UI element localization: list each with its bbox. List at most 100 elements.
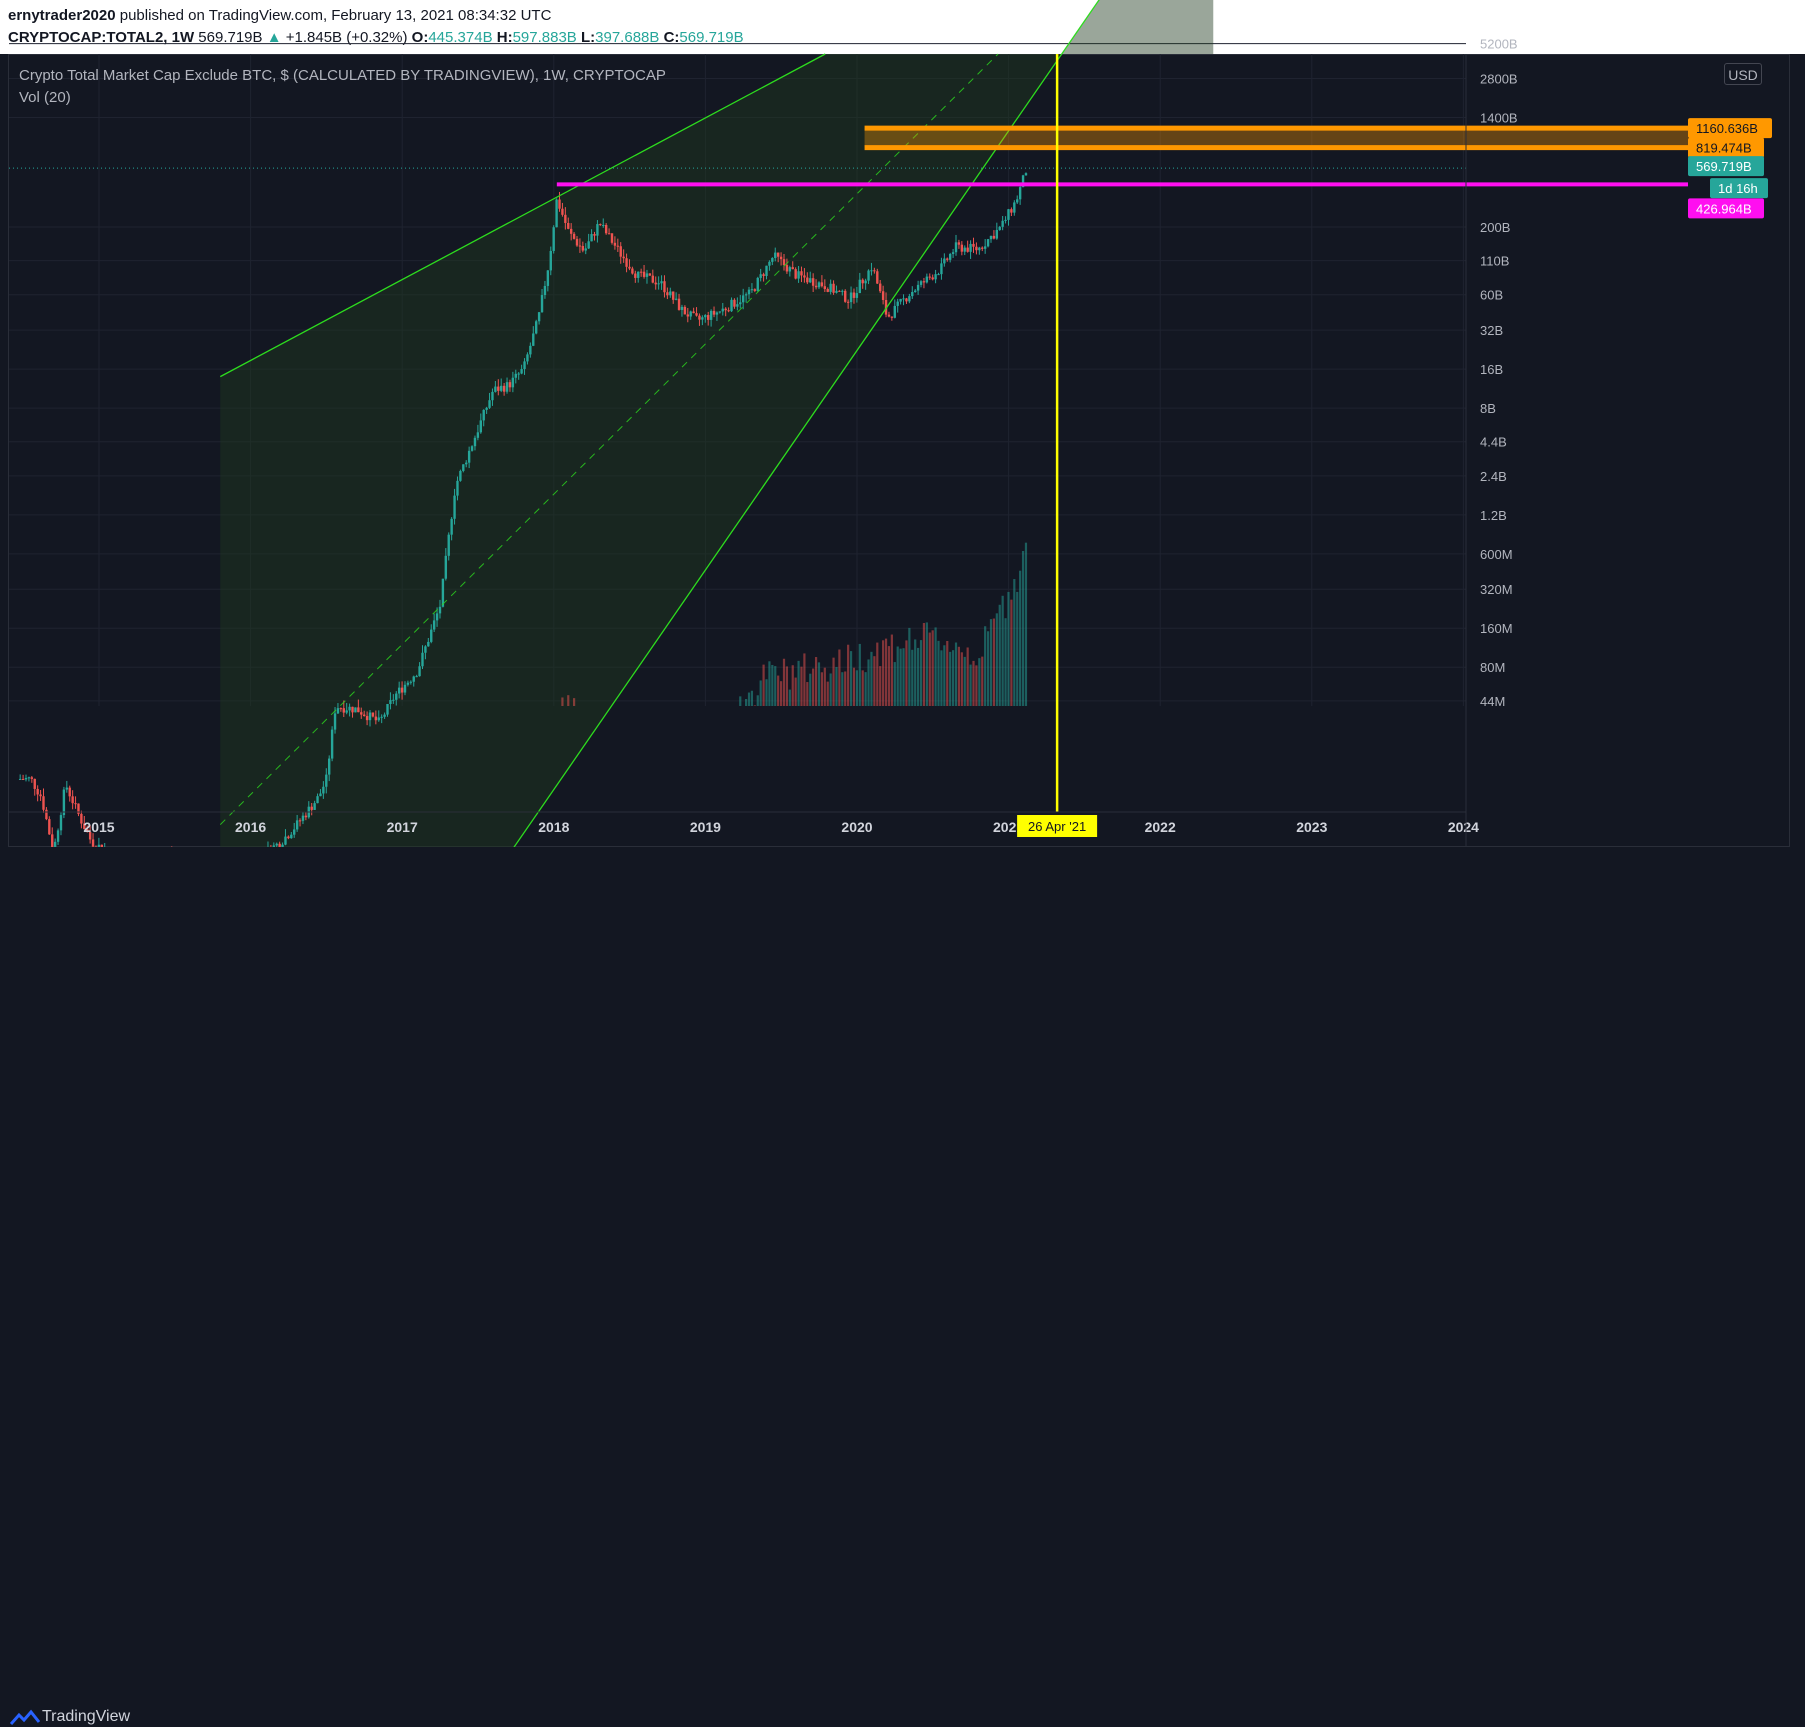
volume-bar — [572, 698, 576, 706]
candle-body — [74, 803, 77, 805]
candle-body — [791, 267, 794, 270]
volume-bar — [867, 659, 870, 706]
volume-bar — [864, 672, 867, 706]
y-tick-label: 600M — [1480, 547, 1513, 562]
candle-body — [564, 214, 567, 223]
candle-body — [954, 242, 958, 253]
volume-bar — [762, 664, 765, 706]
candle-body — [657, 283, 660, 285]
volume-bar — [814, 657, 818, 706]
candle-body — [663, 281, 666, 293]
date-label-bg — [1017, 815, 1098, 837]
tradingview-brand[interactable]: TradingView — [42, 1708, 131, 1725]
price-chart[interactable]: 5200B 2800B 1400B 200B 110B 60B 32B 16B 8B 4.4B 2.… — [0, 0, 1805, 895]
volume-bar — [940, 650, 943, 706]
candle-body — [943, 258, 946, 264]
candle-body — [51, 834, 54, 849]
y-tick-label: 4.4B — [1480, 435, 1507, 450]
candle-body — [30, 777, 34, 779]
volume-bar — [838, 649, 841, 706]
candle-body — [753, 289, 757, 291]
candle-body — [651, 275, 655, 283]
candle-body — [371, 712, 375, 717]
candle-body — [1021, 175, 1025, 188]
candle-body — [928, 276, 931, 278]
volume-bar — [981, 656, 984, 706]
currency-button[interactable]: USD — [1724, 63, 1762, 85]
candle-body — [674, 298, 678, 300]
grid — [9, 43, 1466, 706]
candle-body — [692, 311, 695, 314]
candle-body — [765, 265, 768, 276]
candle-body — [619, 246, 622, 257]
y-tick-label: 160M — [1480, 621, 1513, 636]
volume-bar — [911, 649, 914, 706]
volume-bar — [884, 638, 888, 706]
price-label: 1160.636B — [1696, 121, 1758, 136]
volume-bar — [768, 661, 771, 706]
candle-body — [497, 386, 500, 391]
candle-body — [470, 446, 474, 451]
volume-bar — [966, 647, 969, 706]
candle-body — [53, 841, 57, 849]
candle-body — [809, 278, 812, 283]
candle-body — [342, 708, 345, 713]
candle-body — [395, 693, 398, 700]
candle-body — [689, 311, 692, 317]
candle-body — [380, 716, 383, 718]
volume-bar — [986, 631, 990, 706]
open-value: 445.374B — [428, 29, 493, 46]
candle-body — [71, 796, 74, 804]
y-tick-label: 200B — [1480, 220, 1510, 235]
candle-body — [730, 299, 733, 312]
author-name[interactable]: ernytrader2020 — [8, 7, 116, 24]
candle-body — [849, 292, 853, 303]
candle-body — [88, 831, 92, 840]
volume-bar — [852, 667, 856, 706]
candle-body — [555, 199, 558, 228]
volume-bar — [849, 651, 853, 706]
volume-bar — [1019, 570, 1022, 706]
volume-bar — [777, 675, 780, 706]
candle-body — [322, 786, 325, 794]
volume-bar — [931, 630, 934, 706]
candle-body — [374, 716, 378, 721]
candle-body — [549, 250, 552, 271]
candle-body — [905, 298, 908, 302]
candle-body — [529, 345, 532, 355]
volume-bar — [771, 664, 774, 706]
volume-bar — [756, 695, 759, 706]
candle-body — [981, 247, 984, 249]
candle-body — [607, 233, 611, 235]
volume-bar — [902, 648, 905, 706]
channel-upper-line — [219, 53, 826, 378]
x-tick-label: 2015 — [83, 819, 114, 835]
candle-body — [750, 289, 754, 291]
candle-body — [290, 834, 293, 839]
last-price: 569.719B — [198, 29, 263, 46]
candle-body — [523, 361, 526, 370]
candle-body — [712, 310, 716, 315]
candle-body — [768, 261, 771, 266]
price-label-bg — [1688, 156, 1764, 177]
candle-body — [278, 843, 281, 848]
candle-body — [788, 267, 792, 272]
volume-bar — [823, 667, 826, 706]
low-value: 397.688B — [595, 29, 660, 46]
candle-body — [695, 313, 698, 316]
volume-bar — [779, 681, 783, 706]
volume-bar — [978, 658, 981, 706]
volume-bar — [870, 651, 873, 706]
price-label: 819.474B — [1696, 141, 1752, 156]
volume-bar — [957, 646, 961, 706]
candle-body — [625, 258, 628, 267]
candle-body — [814, 285, 818, 288]
channel-lower-line — [480, 0, 1100, 895]
candle-body — [397, 687, 401, 694]
volume-bar — [774, 666, 777, 706]
candle-body — [820, 282, 824, 287]
candle-body — [616, 245, 620, 247]
volume-bar — [873, 656, 876, 706]
candle-body — [526, 354, 529, 362]
candle-body — [301, 815, 305, 821]
